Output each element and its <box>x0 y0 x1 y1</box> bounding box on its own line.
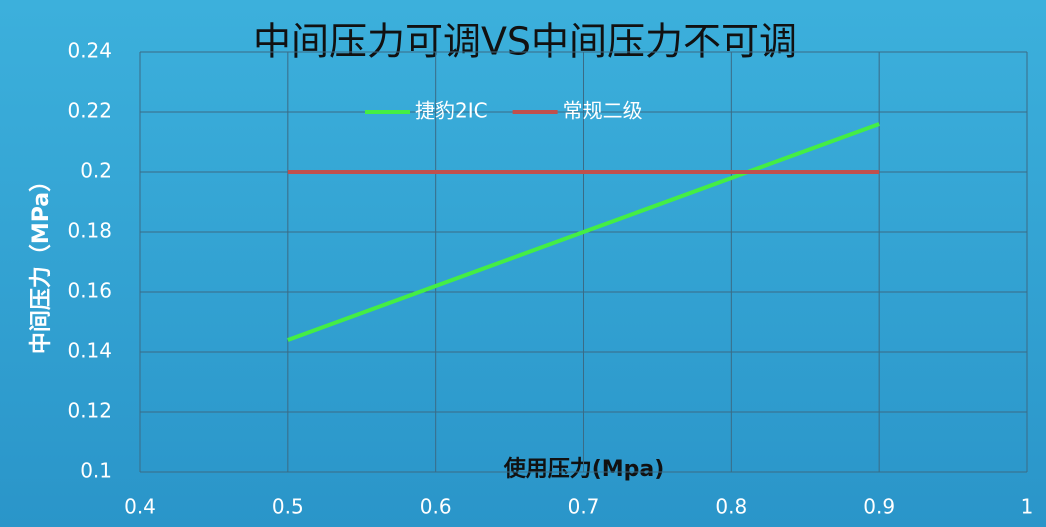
x-tick-label: 0.7 <box>568 495 600 519</box>
y-tick-label: 0.18 <box>67 219 112 243</box>
legend-label: 常规二级 <box>563 99 643 123</box>
y-tick-label: 0.22 <box>67 99 112 123</box>
x-tick-label: 1 <box>1021 495 1034 519</box>
y-axis-label: 中间压力（MPa） <box>29 170 54 354</box>
legend-label: 捷豹2IC <box>415 99 488 123</box>
x-tick-label: 0.6 <box>420 495 452 519</box>
y-tick-label: 0.2 <box>80 159 112 183</box>
series-line <box>287 122 880 342</box>
x-tick-label: 0.5 <box>272 495 304 519</box>
x-tick-label: 0.8 <box>715 495 747 519</box>
y-tick-label: 0.1 <box>80 459 112 483</box>
y-tick-label: 0.12 <box>67 399 112 423</box>
y-tick-label: 0.16 <box>67 279 112 303</box>
y-tick-label: 0.14 <box>67 339 112 363</box>
y-tick-label: 0.24 <box>67 39 112 63</box>
x-tick-label: 0.9 <box>863 495 895 519</box>
x-tick-label: 0.4 <box>124 495 156 519</box>
chart-title: 中间压力可调VS中间压力不可调 <box>253 20 797 64</box>
